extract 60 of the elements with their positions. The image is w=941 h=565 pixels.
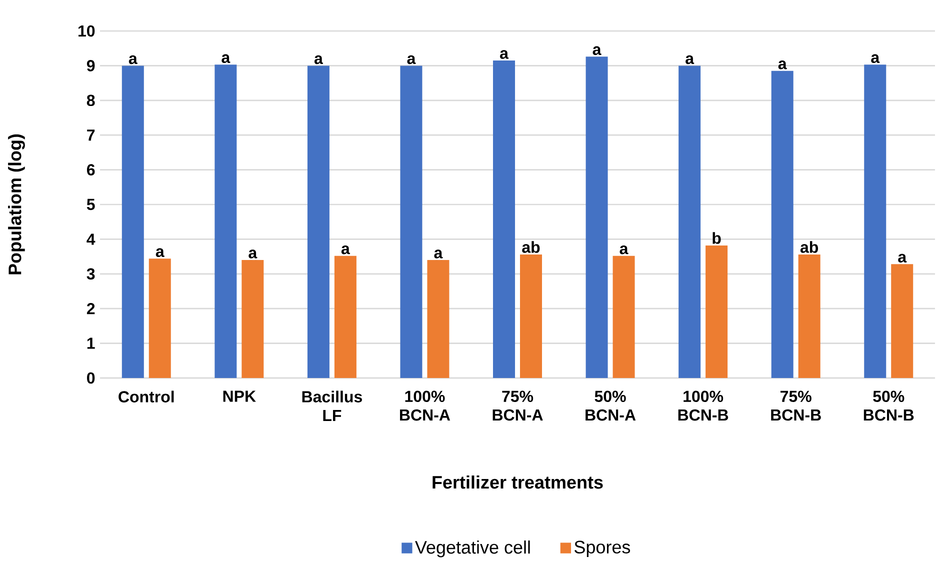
- bar: [678, 66, 701, 378]
- x-tick-label: Bacillus LF: [302, 390, 362, 421]
- bar: [214, 64, 237, 378]
- bar: [798, 254, 820, 378]
- annotation: ab: [522, 241, 540, 253]
- y-tick-label: 6: [86, 164, 95, 176]
- y-tick-label: 5: [86, 198, 95, 210]
- legend-label: Spores: [574, 540, 630, 558]
- bar: [242, 260, 264, 378]
- annotation: ab: [800, 241, 818, 253]
- bar: [427, 260, 450, 378]
- bar: [612, 256, 635, 378]
- annotation: a: [592, 46, 602, 56]
- x-tick-label: 75% BCN-B: [771, 390, 821, 421]
- annotation: a: [500, 50, 509, 59]
- bar: [148, 258, 171, 378]
- bar: [891, 264, 914, 378]
- annotation: a: [341, 245, 350, 254]
- annotation: b: [712, 232, 721, 244]
- y-tick-label: 8: [86, 94, 95, 106]
- legend-label: Vegetative cell: [415, 540, 530, 558]
- bar: [400, 66, 422, 378]
- x-tick-label: 100% BCN-B: [678, 390, 728, 421]
- bar: [334, 256, 356, 378]
- bar: [493, 60, 516, 378]
- y-tick-label: 10: [78, 25, 95, 37]
- y-tick-label: 0: [87, 372, 95, 384]
- x-tick-label: 100% BCN-A: [400, 390, 450, 421]
- annotation: a: [314, 55, 323, 64]
- y-tick-label: 3: [86, 268, 95, 280]
- annotation: a: [898, 254, 907, 263]
- y-axis-title: Populatiom (log): [8, 134, 25, 274]
- annotation: a: [222, 54, 230, 64]
- x-tick-label: Control: [118, 390, 174, 402]
- annotation: a: [407, 55, 416, 64]
- y-tick-label: 4: [86, 234, 96, 245]
- x-tick-label: 75% BCN-A: [492, 390, 543, 421]
- annotation: a: [778, 60, 787, 70]
- bar: [586, 56, 608, 378]
- bar: [520, 254, 542, 378]
- annotation: a: [128, 55, 138, 64]
- bar: [307, 66, 330, 378]
- annotation: a: [871, 54, 880, 64]
- annotation: a: [434, 250, 443, 258]
- y-tick-label: 9: [86, 60, 95, 72]
- x-tick-label: NPK: [223, 390, 256, 402]
- annotation: a: [620, 245, 628, 254]
- y-tick-label: 7: [87, 130, 95, 141]
- annotation: a: [248, 250, 258, 258]
- bar: [771, 70, 794, 378]
- annotation: a: [156, 248, 164, 258]
- bar: [864, 64, 886, 378]
- y-tick-label: 2: [86, 303, 95, 314]
- annotation: a: [686, 55, 694, 64]
- bar: [122, 66, 144, 378]
- x-axis-title: Fertilizer treatments: [432, 475, 603, 489]
- x-tick-label: 50% BCN-A: [586, 390, 636, 421]
- y-tick-label: 1: [87, 338, 95, 349]
- x-tick-label: 50% BCN-B: [864, 390, 914, 421]
- bar: [706, 245, 728, 378]
